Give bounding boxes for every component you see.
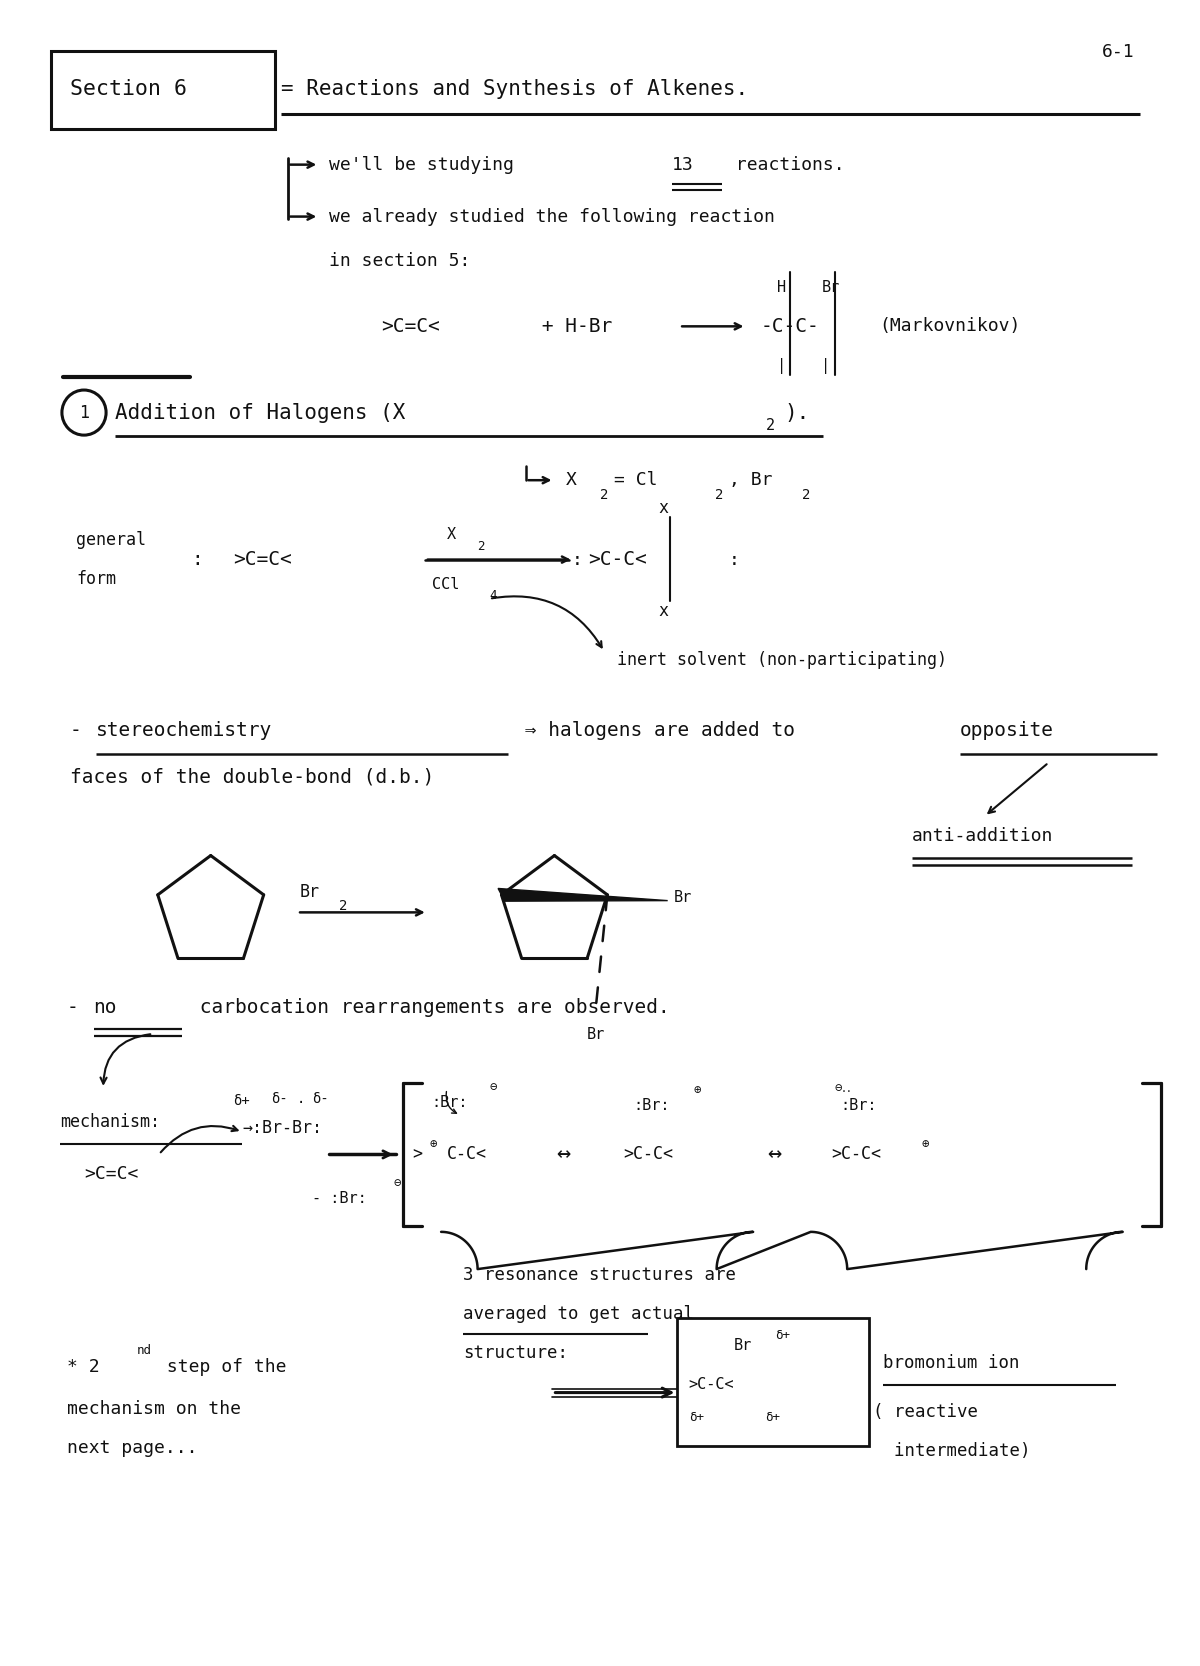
- Text: carbocation rearrangements are observed.: carbocation rearrangements are observed.: [187, 998, 670, 1016]
- Text: -: -: [70, 721, 94, 740]
- Text: mechanism on the: mechanism on the: [67, 1399, 241, 1418]
- Text: Br: Br: [587, 1028, 605, 1043]
- Text: we already studied the following reaction: we already studied the following reactio…: [329, 208, 775, 225]
- Text: 3 resonance structures are: 3 resonance structures are: [463, 1266, 737, 1284]
- Text: nd: nd: [137, 1344, 152, 1356]
- Text: mechanism:: mechanism:: [60, 1113, 160, 1131]
- Text: >C-C<: >C-C<: [689, 1378, 734, 1393]
- Text: :Br:: :Br:: [432, 1095, 468, 1110]
- Text: , Br: , Br: [730, 471, 773, 490]
- Text: in section 5:: in section 5:: [329, 252, 470, 270]
- Text: C-C<: C-C<: [446, 1146, 487, 1163]
- Text: bromonium ion: bromonium ion: [883, 1354, 1019, 1373]
- Text: >C=C<: >C=C<: [233, 550, 292, 570]
- Text: >C-C<: >C-C<: [624, 1146, 673, 1163]
- Text: Br: Br: [734, 1338, 752, 1353]
- Text: ↔: ↔: [768, 1143, 781, 1166]
- Text: >C=C<: >C=C<: [84, 1165, 138, 1183]
- Text: reactions.: reactions.: [725, 155, 845, 173]
- Text: ..: ..: [840, 1085, 852, 1095]
- Text: :Br:: :Br:: [634, 1098, 670, 1113]
- Text: general: general: [77, 531, 146, 550]
- FancyBboxPatch shape: [52, 52, 275, 130]
- Text: -: -: [67, 998, 90, 1016]
- Text: 2: 2: [766, 418, 775, 433]
- Text: ⇒ halogens are added to: ⇒ halogens are added to: [514, 721, 806, 740]
- Text: 1: 1: [79, 403, 89, 421]
- Text: * 2: * 2: [67, 1358, 100, 1376]
- Text: :: :: [192, 550, 203, 570]
- Text: 2: 2: [715, 488, 724, 501]
- Text: averaged to get actual: averaged to get actual: [463, 1304, 695, 1323]
- Text: intermediate): intermediate): [874, 1443, 1031, 1461]
- Text: faces of the double-bond (d.b.): faces of the double-bond (d.b.): [70, 768, 434, 786]
- Text: δ+: δ+: [775, 1329, 790, 1343]
- Text: Br: Br: [821, 280, 840, 295]
- Text: >C-C<: >C-C<: [830, 1146, 881, 1163]
- Text: >: >: [413, 1146, 422, 1163]
- Text: δ+: δ+: [689, 1411, 703, 1423]
- Text: >C-C<: >C-C<: [588, 550, 647, 570]
- Text: 2: 2: [340, 898, 348, 913]
- Text: we'll be studying: we'll be studying: [329, 155, 524, 173]
- Text: 2: 2: [600, 488, 608, 501]
- Text: ).: ).: [785, 403, 810, 423]
- Text: stereochemistry: stereochemistry: [96, 721, 271, 740]
- Text: Section 6: Section 6: [70, 80, 187, 100]
- Text: δ+: δ+: [766, 1411, 780, 1423]
- Text: ↔: ↔: [557, 1143, 570, 1166]
- Text: ⊖: ⊖: [835, 1083, 842, 1095]
- Text: Addition of Halogens (X: Addition of Halogens (X: [115, 403, 406, 423]
- Text: ⊖: ⊖: [394, 1178, 401, 1190]
- Text: -C-C-: -C-C-: [761, 317, 820, 337]
- Text: ⊕: ⊕: [922, 1138, 929, 1151]
- Text: 2: 2: [478, 540, 485, 553]
- Polygon shape: [498, 888, 667, 901]
- Text: ⊕: ⊕: [694, 1085, 701, 1098]
- Text: |: |: [778, 358, 786, 373]
- Text: form: form: [77, 570, 116, 588]
- Text: X: X: [446, 526, 456, 541]
- Text: :Br:: :Br:: [840, 1098, 877, 1113]
- Text: δ+: δ+: [233, 1093, 250, 1108]
- Text: - :Br:: - :Br:: [312, 1191, 367, 1206]
- Text: 6-1: 6-1: [1102, 43, 1134, 62]
- Text: anti-addition: anti-addition: [912, 826, 1052, 845]
- Text: Br: Br: [673, 890, 691, 905]
- Text: opposite: opposite: [960, 721, 1054, 740]
- Text: 4: 4: [490, 590, 497, 603]
- FancyBboxPatch shape: [677, 1318, 869, 1446]
- Text: step of the: step of the: [156, 1358, 287, 1376]
- Text: CCl: CCl: [432, 576, 458, 591]
- Text: = Reactions and Synthesis of Alkenes.: = Reactions and Synthesis of Alkenes.: [281, 80, 748, 100]
- Text: δ-: δ-: [312, 1091, 329, 1106]
- Text: Br: Br: [300, 883, 320, 901]
- Text: →:Br-Br:: →:Br-Br:: [242, 1120, 323, 1136]
- Text: next page...: next page...: [67, 1439, 197, 1458]
- Text: ⊕: ⊕: [430, 1138, 437, 1151]
- Text: x: x: [658, 601, 668, 620]
- Text: inert solvent (non-participating): inert solvent (non-participating): [617, 650, 947, 668]
- Text: ( reactive: ( reactive: [874, 1403, 978, 1421]
- Text: 2: 2: [802, 488, 810, 501]
- Text: X: X: [566, 471, 577, 490]
- Text: structure:: structure:: [463, 1344, 569, 1363]
- Text: >C=C<: >C=C<: [382, 317, 440, 337]
- Text: :: :: [571, 550, 582, 568]
- Text: + H-Br: + H-Br: [530, 317, 613, 337]
- Text: |: |: [821, 358, 830, 373]
- Text: ⊖: ⊖: [490, 1081, 497, 1095]
- Text: x: x: [658, 498, 668, 516]
- Text: no: no: [94, 998, 118, 1016]
- Text: .: .: [298, 1091, 306, 1106]
- Text: = Cl: = Cl: [614, 471, 658, 490]
- Text: H: H: [778, 280, 786, 295]
- Text: :: :: [730, 550, 740, 568]
- Text: 13: 13: [672, 155, 694, 173]
- Text: δ-: δ-: [271, 1091, 288, 1106]
- Text: (Markovnikov): (Markovnikov): [878, 317, 1020, 335]
